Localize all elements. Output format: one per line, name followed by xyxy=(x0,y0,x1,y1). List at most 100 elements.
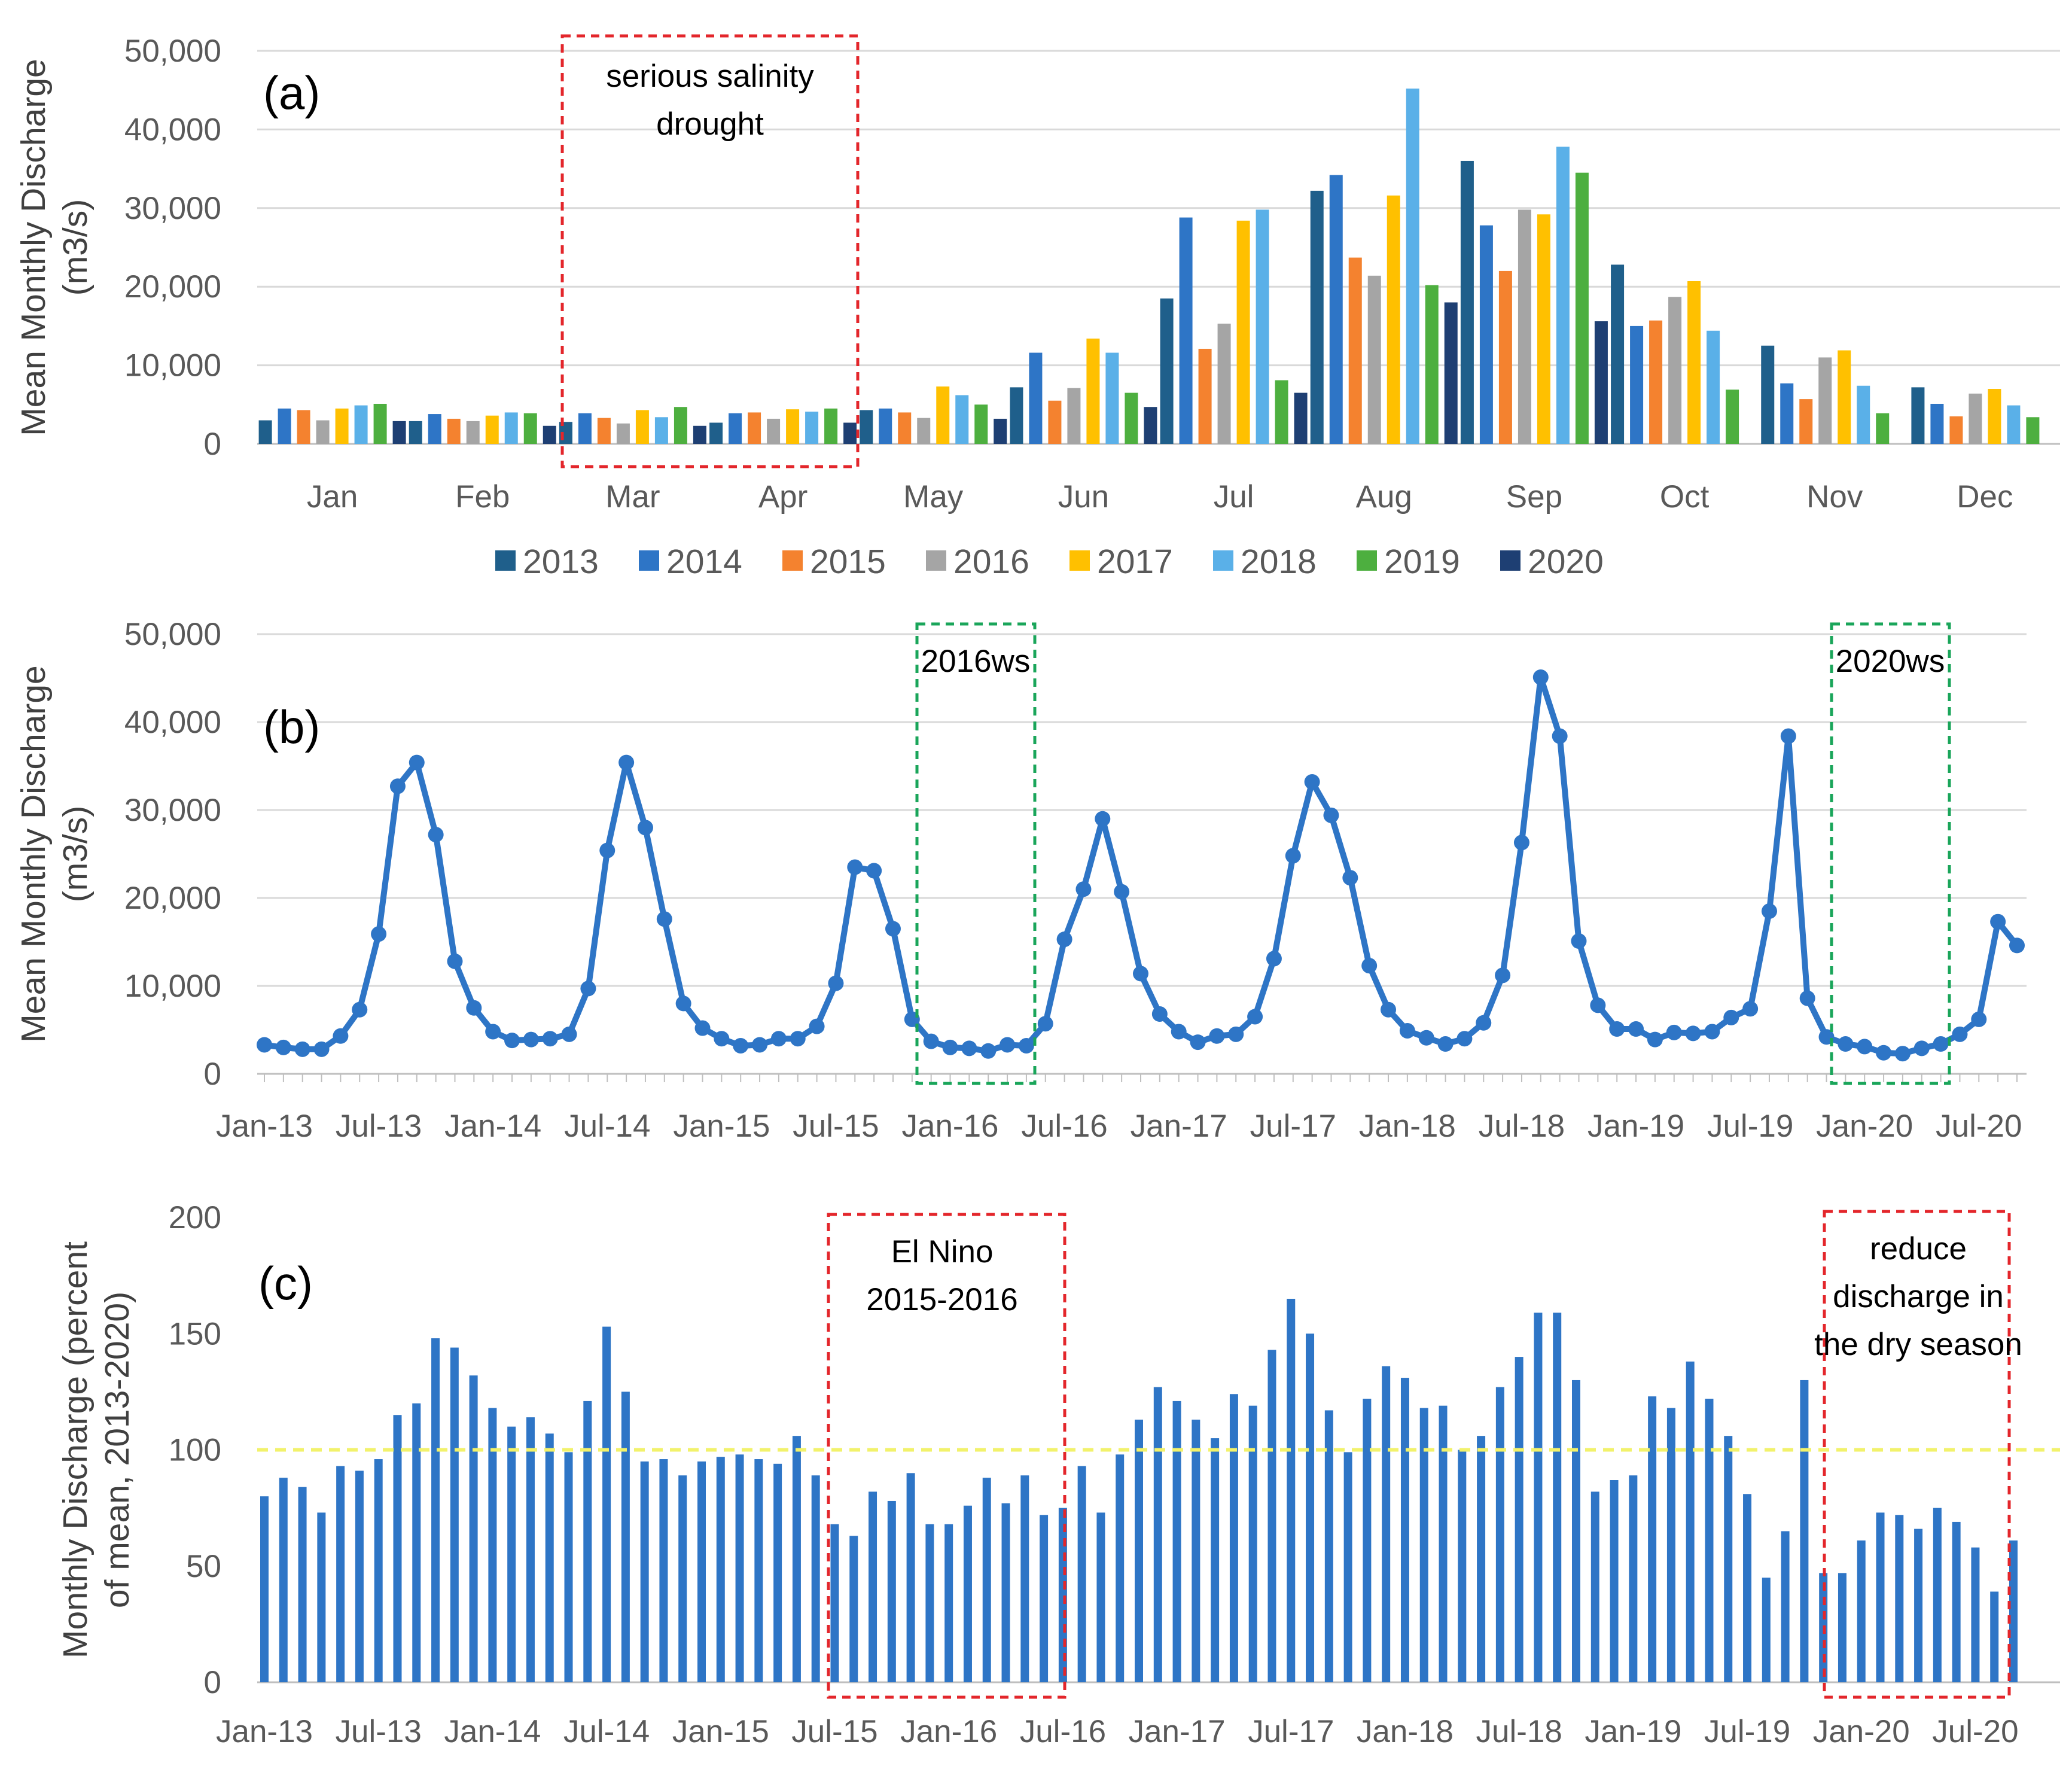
bar-2018-Jul xyxy=(1256,209,1269,444)
bar-2018-Dec xyxy=(2007,405,2021,444)
y-tick-label: 20,000 xyxy=(124,881,221,916)
bar-2014-Sep xyxy=(1479,225,1493,444)
bar-2013-Feb xyxy=(409,421,422,444)
x-tick-label: Jan-18 xyxy=(1359,1109,1456,1144)
bar-month-21 xyxy=(659,1459,668,1682)
bar-2015-Apr xyxy=(748,412,761,444)
bar-month-16 xyxy=(564,1452,573,1682)
bar-month-37 xyxy=(963,1505,972,1682)
x-tick-label: Jan xyxy=(307,479,358,514)
bar-month-61 xyxy=(1419,1408,1428,1682)
data-point xyxy=(942,1039,958,1055)
x-tick-label: Apr xyxy=(758,479,808,514)
x-tick-label: Jul-18 xyxy=(1476,1714,1562,1749)
data-point xyxy=(1323,807,1339,823)
legend-label-2017: 2017 xyxy=(1097,543,1173,581)
data-point xyxy=(1894,1046,1910,1062)
data-point xyxy=(637,820,653,836)
x-tick-label: Jul-20 xyxy=(1932,1714,2018,1749)
y-tick-label: 40,000 xyxy=(124,112,221,147)
panel-b-y-axis-label: Mean Monthly Discharge (m3/s) xyxy=(14,665,95,1042)
bar-2016-Jan xyxy=(316,420,330,444)
panel-c-reduce-line-2: discharge in xyxy=(1833,1279,2004,1314)
bar-month-80 xyxy=(1781,1531,1790,1682)
x-tick-label: Jul-14 xyxy=(564,1109,650,1144)
bar-2014-May xyxy=(879,408,892,444)
bar-2015-Oct xyxy=(1649,320,1663,444)
y-axis-title: Mean Monthly Discharge (m3/s) xyxy=(14,665,95,1042)
bar-2017-Oct xyxy=(1687,281,1701,444)
panel-a-gridlines xyxy=(257,50,2060,445)
data-point xyxy=(828,975,844,991)
bar-2020-Jul xyxy=(1294,392,1308,444)
y-tick-label: 50,000 xyxy=(124,617,221,652)
data-point xyxy=(1361,958,1378,974)
bar-2014-Jul xyxy=(1179,217,1193,444)
bar-2014-Aug xyxy=(1329,175,1343,444)
bar-2015-Jul xyxy=(1198,349,1212,444)
y-tick-label: 30,000 xyxy=(124,191,221,226)
data-point xyxy=(352,1001,368,1018)
bar-month-48 xyxy=(1172,1400,1181,1682)
bar-month-9 xyxy=(431,1338,440,1682)
bar-month-68 xyxy=(1553,1313,1562,1682)
bar-2015-Jun xyxy=(1048,400,1062,444)
bar-2018-Jan xyxy=(354,405,368,444)
bar-2015-Mar xyxy=(597,418,611,444)
bar-month-91 xyxy=(1990,1591,1999,1682)
data-point xyxy=(1952,1026,1968,1042)
legend-label-2018: 2018 xyxy=(1241,543,1317,581)
bar-month-18 xyxy=(602,1326,611,1682)
panel-a-annotation-line-2: drought xyxy=(656,106,764,142)
y-tick-label: 0 xyxy=(204,1056,221,1092)
legend-swatch-2014 xyxy=(639,550,659,571)
y-tick-label: 30,000 xyxy=(124,793,221,828)
panel-c-reduce-line-1: reduce xyxy=(1870,1231,1967,1266)
bar-month-59 xyxy=(1382,1366,1391,1682)
bar-month-62 xyxy=(1439,1405,1448,1682)
x-tick-label: Jan-18 xyxy=(1357,1714,1454,1749)
bar-2019-Apr xyxy=(824,408,838,444)
bar-2015-May xyxy=(898,412,912,444)
bar-2018-Apr xyxy=(805,412,819,444)
data-point xyxy=(1418,1030,1434,1046)
data-point xyxy=(656,911,672,927)
panel-b-2020ws-box xyxy=(1830,622,1951,1085)
data-point xyxy=(485,1024,501,1040)
x-tick-label: Jan-16 xyxy=(901,1109,998,1144)
bar-month-3 xyxy=(317,1512,326,1682)
bar-month-5 xyxy=(355,1470,364,1682)
bar-month-32 xyxy=(869,1491,877,1682)
data-point xyxy=(618,754,635,771)
panel-c-y-axis-label: Monthly Discharge (percent of mean, 2013-… xyxy=(56,1241,136,1658)
x-tick-label: Jan-13 xyxy=(216,1109,313,1144)
bar-2016-Dec xyxy=(1969,393,1982,444)
bar-2019-Dec xyxy=(2026,417,2040,444)
bar-2020-Aug xyxy=(1444,302,1458,444)
bar-month-66 xyxy=(1515,1357,1523,1682)
bar-2017-Jul xyxy=(1236,220,1250,444)
bar-2019-Jun xyxy=(1125,392,1138,444)
bar-month-15 xyxy=(545,1433,554,1682)
bar-month-27 xyxy=(773,1463,782,1682)
x-tick-label: Jul-15 xyxy=(793,1109,879,1144)
x-tick-label: Jul-13 xyxy=(336,1714,422,1749)
bar-2018-Aug xyxy=(1406,89,1419,444)
data-point xyxy=(1838,1036,1854,1052)
data-point xyxy=(923,1033,939,1049)
x-tick-label: Jul-18 xyxy=(1479,1109,1565,1144)
bar-2014-Feb xyxy=(428,414,441,444)
y-axis-title: Mean Monthly Discharge (m3/s) xyxy=(14,59,95,436)
panel-b-x-ticks: Jan-13 Jul-13 Jan-14 Jul-14 Jan-15 Jul-15 Jan-… xyxy=(216,1109,2022,1144)
y-axis-title-line: Mean Monthly Discharge xyxy=(14,59,53,436)
bar-month-33 xyxy=(887,1500,896,1682)
data-point xyxy=(1913,1040,1930,1056)
x-tick-label: Nov xyxy=(1806,479,1863,514)
legend-swatch-2017 xyxy=(1069,550,1090,571)
panel-b-2016ws-box xyxy=(915,622,1037,1085)
data-point xyxy=(733,1037,749,1054)
bar-month-14 xyxy=(526,1417,535,1682)
data-point xyxy=(2009,937,2025,954)
bar-month-79 xyxy=(1762,1578,1771,1682)
data-point xyxy=(275,1039,291,1055)
